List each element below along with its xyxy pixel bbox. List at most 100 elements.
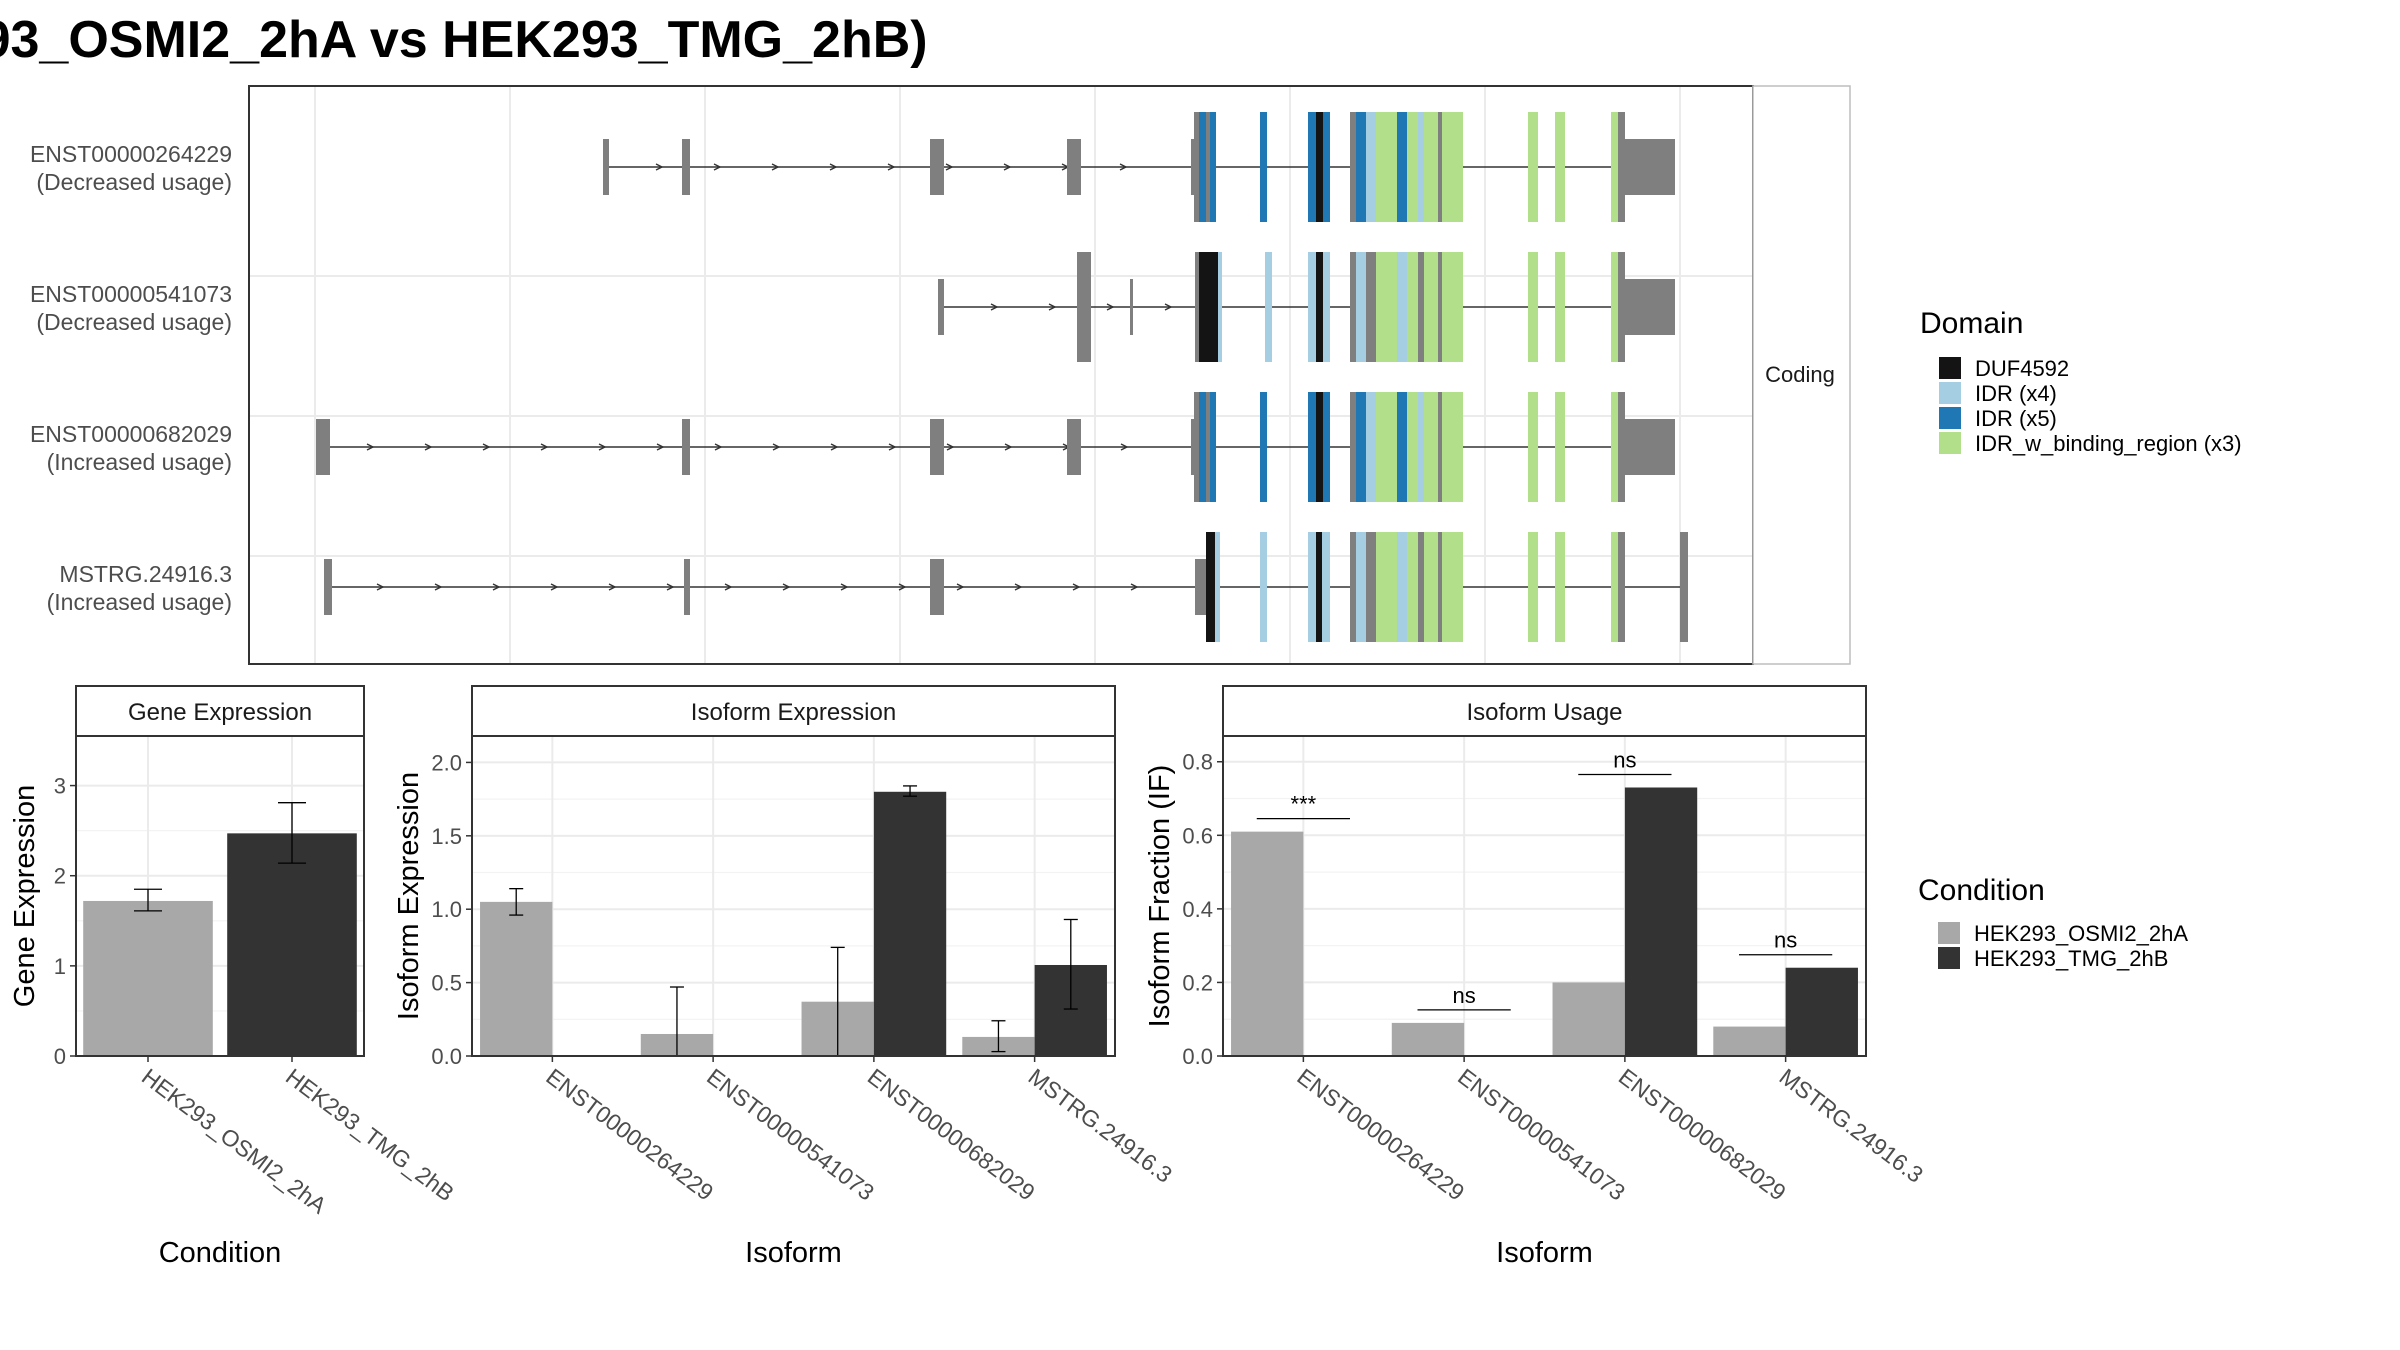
condition-legend-label: HEK293_TMG_2hB [1974,946,2168,971]
coding-exon-segment [1308,392,1316,502]
transcript-usage-label: (Decreased usage) [36,309,232,335]
y-axis-title: Gene Expression [9,785,41,1007]
coding-exon-segment [1308,532,1316,642]
strand-arrow-icon [724,583,733,591]
strand-arrow-icon [1120,443,1129,451]
strand-arrow-icon [666,583,675,591]
y-tick-label: 0.6 [1182,823,1213,848]
transcript-id-label: ENST00000264229 [30,141,232,167]
significance-label: ns [1613,747,1636,772]
x-tick-label: ENST00000264229 [541,1063,718,1205]
y-tick-label: 3 [54,774,66,799]
utr-exon [938,279,944,335]
bar [1391,1022,1465,1056]
y-tick-label: 2.0 [431,750,462,775]
coding-strip [1752,85,1851,665]
strand-arrow-icon [366,443,375,451]
coding-exon-segment [1260,532,1267,642]
coding-exon-segment [1350,392,1356,502]
coding-strip-label: Coding [1765,362,1835,387]
coding-exon-segment [1323,252,1330,362]
bar [1624,787,1698,1056]
utr-exon [1625,419,1675,475]
x-tick-label: ENST00000541073 [702,1063,879,1205]
coding-exon-segment [1618,532,1625,642]
strand-arrow-icon [830,443,839,451]
coding-exon-segment [1387,112,1397,222]
coding-exon-segment [1350,532,1356,642]
coding-exon-segment [1323,392,1330,502]
coding-exon-segment [1418,112,1424,222]
y-tick-label: 0 [54,1044,66,1069]
coding-exon-segment [1376,532,1387,642]
strand-arrow-icon [434,583,443,591]
coding-exon-segment [1387,392,1397,502]
utr-exon [930,419,944,475]
strand-arrow-icon [492,583,501,591]
facet-strip [471,685,1116,737]
coding-exon-segment [1555,532,1565,642]
coding-exon-segment [1376,112,1387,222]
x-tick-label: ENST00000682029 [863,1063,1040,1205]
coding-exon-segment [1442,252,1463,362]
coding-exon-segment [1366,532,1376,642]
strand-arrow-icon [946,443,955,451]
coding-exon-segment [1397,392,1407,502]
coding-exon-segment [1218,252,1222,362]
utr-exon [1195,559,1206,615]
utr-exon [316,419,330,475]
coding-exon-segment [1424,252,1438,362]
coding-exon-segment [1316,532,1322,642]
plot-background [1223,736,1866,1056]
coding-exon-segment [1424,532,1438,642]
coding-exon-segment [1438,252,1442,362]
transcript-track [324,532,1688,642]
y-tick-label: 1.0 [431,897,462,922]
coding-exon-segment [1438,392,1442,502]
transcript-id-label: ENST00000682029 [30,421,232,447]
coding-exon-segment [1418,392,1424,502]
significance-label: ns [1774,928,1797,953]
coding-exon-segment [1199,392,1206,502]
utr-exon [682,419,690,475]
strand-arrow-icon [1014,583,1023,591]
x-axis-title: Isoform [1496,1237,1593,1269]
y-tick-label: 1.5 [431,824,462,849]
transcript-panel-background [249,86,1753,664]
x-tick-label: MSTRG.24916.3 [1024,1063,1177,1188]
strand-arrow-icon [655,163,664,171]
bar [480,901,553,1056]
strand-arrow-icon [424,443,433,451]
y-tick-label: 0.4 [1182,897,1213,922]
panel-title: Isoform Usage [1466,699,1622,726]
x-tick-label: ENST00000541073 [1453,1063,1630,1205]
coding-exon-segment [1387,252,1397,362]
utr-exon [930,139,944,195]
coding-exon-segment [1077,252,1085,362]
utr-exon [930,559,944,615]
coding-exon-segment [1195,252,1199,362]
strand-arrow-icon [713,163,722,171]
coding-exon-segment [1618,112,1625,222]
coding-exon-segment [1316,252,1323,362]
coding-exon-segment [1680,532,1688,642]
coding-exon-segment [1350,112,1356,222]
coding-exon-segment [1366,252,1376,362]
coding-exon-segment [1528,112,1538,222]
domain-legend-label: DUF4592 [1975,356,2069,381]
coding-exon-segment [1407,392,1418,502]
coding-exon-segment [1528,252,1538,362]
coding-exon-segment [1407,532,1418,642]
coding-exon-segment [1194,112,1199,222]
error-bar [903,785,918,797]
transcript-usage-label: (Increased usage) [47,589,232,615]
strand-arrow-icon [376,583,385,591]
condition-legend-key [1938,922,1960,944]
coding-exon-segment [1199,112,1206,222]
coding-exon-segment [1206,532,1215,642]
condition-legend-label: HEK293_OSMI2_2hA [1974,921,2188,946]
y-tick-label: 0.8 [1182,750,1213,775]
coding-exon-segment [1366,392,1376,502]
